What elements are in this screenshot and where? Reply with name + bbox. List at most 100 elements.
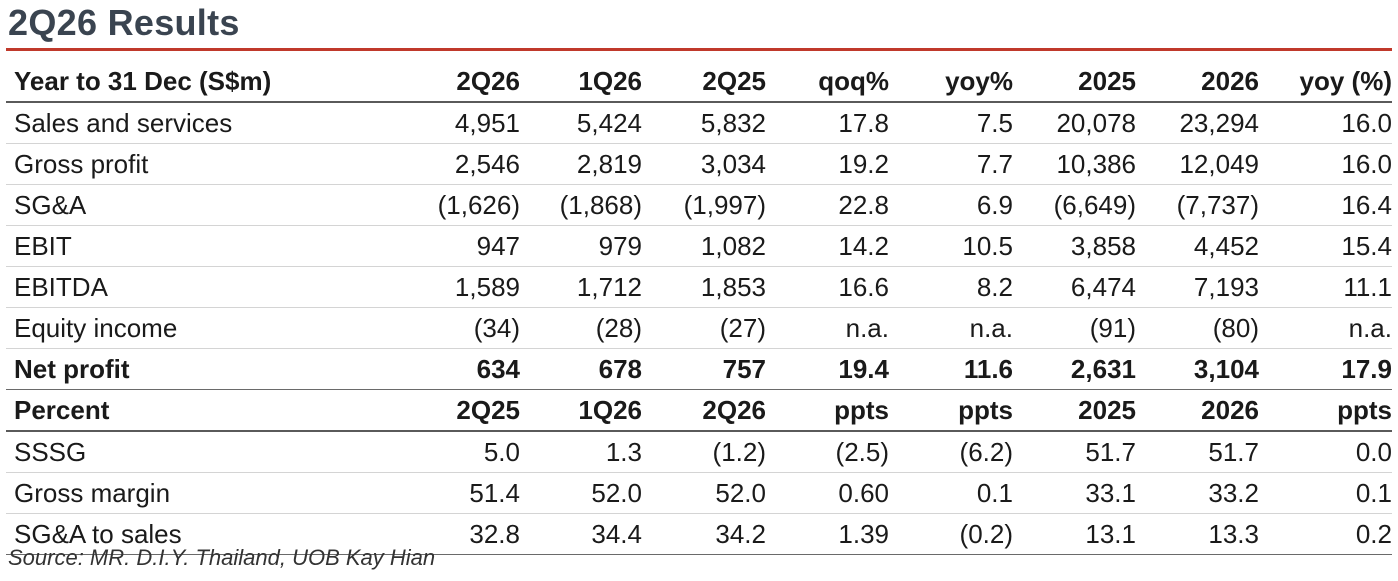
value-cell: (6.2) bbox=[959, 437, 1013, 467]
table-row: Equity income (34) (28) (27) n.a. n.a. (91) (80… bbox=[6, 308, 1392, 349]
value-cell: (1,868) bbox=[559, 190, 642, 220]
header-cell: 1Q26 bbox=[578, 66, 642, 96]
value-cell: (0.2) bbox=[959, 519, 1013, 549]
value-cell: (80) bbox=[1212, 313, 1259, 343]
table-row: Net profit 634 678 757 19.4 11.6 2,631 3,104 17.… bbox=[6, 349, 1392, 390]
value-cell: 3,034 bbox=[700, 149, 766, 179]
value-cell: 678 bbox=[598, 354, 642, 384]
value-cell: 4,951 bbox=[454, 108, 520, 138]
row-label-cell: Gross margin bbox=[14, 478, 171, 508]
value-cell: n.a. bbox=[1348, 313, 1392, 343]
row-label-cell: SSSG bbox=[14, 437, 87, 467]
value-cell: 2,546 bbox=[454, 149, 520, 179]
table-row: EBIT 947 979 1,082 14.2 10.5 3,858 4,452 15.4 bbox=[6, 226, 1392, 267]
value-cell: 23,294 bbox=[1179, 108, 1259, 138]
value-cell: 16.4 bbox=[1341, 190, 1392, 220]
value-cell: 51.4 bbox=[469, 478, 520, 508]
value-cell: 16.6 bbox=[838, 272, 889, 302]
value-cell: 2,631 bbox=[1070, 354, 1136, 384]
value-cell: 7.7 bbox=[976, 149, 1013, 179]
value-cell: 3,858 bbox=[1070, 231, 1136, 261]
header-cell: ppts bbox=[958, 395, 1013, 425]
title-divider bbox=[6, 48, 1392, 51]
row-label-cell: SG&A bbox=[14, 190, 87, 220]
header-cell: yoy (%) bbox=[1299, 66, 1392, 96]
header-cell: qoq% bbox=[818, 66, 889, 96]
table-header-row: Year to 31 Dec (S$m) 2Q26 1Q26 2Q25 qoq% yoy%… bbox=[6, 61, 1392, 102]
value-cell: 33.1 bbox=[1085, 478, 1136, 508]
value-cell: 634 bbox=[476, 354, 520, 384]
value-cell: 32.8 bbox=[469, 519, 520, 549]
value-cell: 0.60 bbox=[838, 478, 889, 508]
header-label-cell: Year to 31 Dec (S$m) bbox=[14, 66, 272, 96]
value-cell: 13.3 bbox=[1208, 519, 1259, 549]
value-cell: 13.1 bbox=[1085, 519, 1136, 549]
table-row: Gross margin 51.4 52.0 52.0 0.60 0.1 33.1 33.2 0… bbox=[6, 473, 1392, 514]
value-cell: 1.3 bbox=[605, 437, 642, 467]
row-label-cell: EBIT bbox=[14, 231, 72, 261]
value-cell: 52.0 bbox=[715, 478, 766, 508]
value-cell: 947 bbox=[476, 231, 520, 261]
table-header-row: Percent 2Q25 1Q26 2Q26 ppts ppts 2025 2026 ppts bbox=[6, 390, 1392, 431]
value-cell: 0.1 bbox=[976, 478, 1013, 508]
row-label-cell: Net profit bbox=[14, 354, 130, 384]
value-cell: 10.5 bbox=[962, 231, 1013, 261]
value-cell: (1,997) bbox=[683, 190, 766, 220]
table-row: SG&A to sales 32.8 34.4 34.2 1.39 (0.2) 13.1 13… bbox=[6, 514, 1392, 555]
table-row: Gross profit 2,546 2,819 3,034 19.2 7.7 10,386… bbox=[6, 144, 1392, 185]
value-cell: 15.4 bbox=[1341, 231, 1392, 261]
value-cell: 1,712 bbox=[576, 272, 642, 302]
results-table: Year to 31 Dec (S$m) 2Q26 1Q26 2Q25 qoq% yoy%… bbox=[6, 61, 1392, 555]
table-row: SG&A (1,626) (1,868) (1,997) 22.8 6.9 (6,649) (… bbox=[6, 185, 1392, 226]
value-cell: (1.2) bbox=[712, 437, 766, 467]
value-cell: 2,819 bbox=[576, 149, 642, 179]
header-cell: 1Q26 bbox=[578, 395, 642, 425]
row-label-cell: Gross profit bbox=[14, 149, 149, 179]
header-cell: 2Q26 bbox=[702, 395, 766, 425]
value-cell: 10,386 bbox=[1056, 149, 1136, 179]
value-cell: 0.0 bbox=[1355, 437, 1392, 467]
value-cell: 19.4 bbox=[838, 354, 889, 384]
value-cell: 6.9 bbox=[976, 190, 1013, 220]
header-cell: 2025 bbox=[1078, 395, 1136, 425]
value-cell: 34.4 bbox=[591, 519, 642, 549]
row-label-cell: SG&A to sales bbox=[14, 519, 182, 549]
header-cell: 2026 bbox=[1201, 395, 1259, 425]
header-cell: 2Q25 bbox=[702, 66, 766, 96]
value-cell: 6,474 bbox=[1070, 272, 1136, 302]
value-cell: 17.8 bbox=[838, 108, 889, 138]
value-cell: 3,104 bbox=[1193, 354, 1259, 384]
value-cell: 0.1 bbox=[1355, 478, 1392, 508]
value-cell: 33.2 bbox=[1208, 478, 1259, 508]
value-cell: 7.5 bbox=[976, 108, 1013, 138]
value-cell: 20,078 bbox=[1056, 108, 1136, 138]
value-cell: n.a. bbox=[845, 313, 889, 343]
table-row: Sales and services 4,951 5,424 5,832 17.8 7.5… bbox=[6, 102, 1392, 144]
value-cell: (91) bbox=[1089, 313, 1136, 343]
value-cell: 16.0 bbox=[1341, 108, 1392, 138]
value-cell: 0.2 bbox=[1355, 519, 1392, 549]
value-cell: 34.2 bbox=[715, 519, 766, 549]
header-label-cell: Percent bbox=[14, 395, 110, 425]
value-cell: (28) bbox=[595, 313, 642, 343]
value-cell: 1,853 bbox=[700, 272, 766, 302]
value-cell: 1.39 bbox=[838, 519, 889, 549]
value-cell: (2.5) bbox=[835, 437, 889, 467]
value-cell: 1,589 bbox=[454, 272, 520, 302]
row-label-cell: Sales and services bbox=[14, 108, 233, 138]
value-cell: 12,049 bbox=[1179, 149, 1259, 179]
value-cell: (1,626) bbox=[437, 190, 520, 220]
page-title: 2Q26 Results bbox=[8, 2, 240, 43]
value-cell: 757 bbox=[722, 354, 766, 384]
value-cell: 22.8 bbox=[838, 190, 889, 220]
row-label-cell: Equity income bbox=[14, 313, 178, 343]
value-cell: 52.0 bbox=[591, 478, 642, 508]
header-cell: 2025 bbox=[1078, 66, 1136, 96]
value-cell: 19.2 bbox=[838, 149, 889, 179]
value-cell: (34) bbox=[473, 313, 520, 343]
value-cell: 51.7 bbox=[1208, 437, 1259, 467]
value-cell: 5,424 bbox=[576, 108, 642, 138]
header-cell: 2026 bbox=[1201, 66, 1259, 96]
header-cell: 2Q25 bbox=[456, 395, 520, 425]
value-cell: (6,649) bbox=[1053, 190, 1136, 220]
